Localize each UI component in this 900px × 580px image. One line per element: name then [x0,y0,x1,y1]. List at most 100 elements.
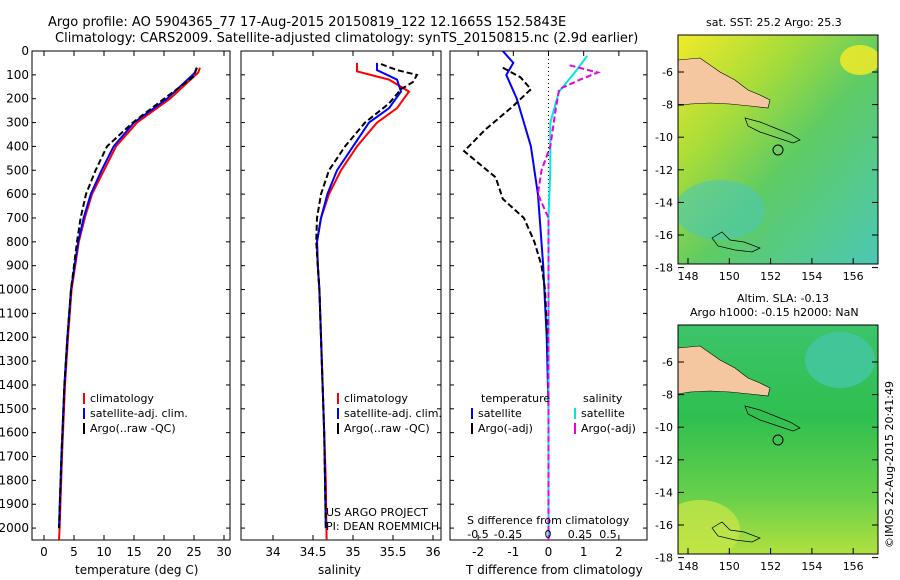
lat-tick-label: -18 [655,262,673,275]
temperature-ticks: 0 5 10 15 20 25 30 [40,51,232,559]
legend-argo: Argo(..raw -QC) [344,422,430,435]
lat-tick-label: -18 [655,552,673,565]
difference-ticks: -2 -1 0 1 2 [450,50,647,559]
y-tick-label: 1000 [0,283,29,297]
coastline-islands [744,405,801,432]
sla-cyan-patch [805,332,875,388]
sla-lon-ticks: 148 150 152 154 156 [678,548,864,573]
series-line-argo-raw-qc- [315,63,419,529]
y-tick-label: 1500 [0,402,29,416]
s-tick-label: 0.5 [599,528,617,541]
legend-satellite: satellite-adj. clim. [344,407,442,420]
lat-tick-label: -12 [655,164,673,177]
lon-tick-label: 154 [801,270,822,283]
lon-tick-label: 150 [719,560,740,573]
x-tick-label: 36 [425,545,440,559]
legend-t-satellite: satellite [478,407,522,420]
y-tick-label: 300 [6,116,29,130]
sst-cool-patch [678,180,765,240]
x-tick-label: 5 [70,545,78,559]
lat-tick-label: -14 [655,486,673,499]
lat-tick-label: -12 [655,454,673,467]
sst-map-title: sat. SST: 25.2 Argo: 25.3 [706,16,842,29]
x-tick-label: -2 [472,545,484,559]
legend-climatology: climatology [90,392,154,405]
salinity-ticks: 34 34.5 35 35.5 36 [241,50,441,559]
sst-frame [677,34,879,265]
t-difference-xlabel: T difference from climatology [465,563,643,577]
y-tick-label: 1300 [0,354,29,368]
lat-tick-label: -8 [662,389,673,402]
x-tick-label: 0 [545,545,553,559]
y-tick-label: 1700 [0,450,29,464]
x-tick-label: -1 [507,545,519,559]
temperature-legend: climatology satellite-adj. clim. Argo(..… [83,392,188,435]
figure-title-line1: Argo profile: AO 5904365_77 17-Aug-2015 … [48,15,566,30]
sla-map-title: Altim. SLA: -0.13 [737,292,829,305]
y-tick-label: 1600 [0,426,29,440]
project-annotation: US ARGO PROJECT [326,506,428,519]
lon-tick-label: 154 [801,560,822,573]
s-difference-label: S difference from climatology [467,514,630,527]
difference-lines [462,50,602,540]
sst-lat-ticks: -6 -8 -10 -12 -14 -16 -18 [655,66,878,275]
sla-map: Altim. SLA: -0.13 Argo h1000: -0.15 h200… [655,292,879,573]
temperature-panel: 0100200300400500600700800900100011001200… [0,44,232,577]
argo-float-marker [772,434,784,446]
salinity-legend: climatology satellite-adj. clim. Argo(..… [337,392,442,435]
y-tick-label: 0 [21,44,29,58]
y-tick-label: 500 [6,163,29,177]
y-tick-label: 700 [6,211,29,225]
lon-tick-label: 148 [678,560,699,573]
legend-t-argo: Argo(-adj) [478,422,533,435]
y-tick-label: 600 [6,187,29,201]
x-tick-label: 34.5 [300,545,327,559]
series-line-temperature-argo-adj- [462,66,550,540]
sla-map-subtitle: Argo h1000: -0.15 h2000: NaN [690,306,859,319]
lat-tick-label: -8 [662,99,673,112]
x-tick-label: 2 [615,545,623,559]
legend-climatology: climatology [344,392,408,405]
x-tick-label: 35 [345,545,360,559]
y-tick-label: 1400 [0,378,29,392]
pi-annotation: PI: DEAN ROEMMICH [326,520,439,533]
y-tick-label: 200 [6,92,29,106]
x-tick-label: 15 [126,545,141,559]
land-new-guinea [678,57,771,109]
series-line-salinity-satellite [547,55,589,540]
x-tick-label: 34 [265,545,280,559]
salinity-xlabel: salinity [318,563,361,577]
legend-s-argo: Argo(-adj) [581,422,636,435]
s-tick-label: -0.25 [494,528,522,541]
y-tick-label: 1900 [0,497,29,511]
lon-tick-label: 156 [843,560,864,573]
lat-tick-label: -16 [655,519,673,532]
coastline-reef [711,521,761,543]
lat-tick-label: -10 [655,131,673,144]
y-tick-label: 1100 [0,306,29,320]
coastline-reef [711,231,761,253]
legend-temperature-heading: temperature [481,392,550,405]
temperature-frame [31,50,231,541]
y-tick-label: 100 [6,68,29,82]
difference-panel: -2 -1 0 1 2 S difference from climatology -0… [449,50,648,577]
lat-tick-label: -6 [662,66,673,79]
temperature-lines [58,67,201,541]
x-tick-label: 30 [216,545,231,559]
coastline-islands [744,117,801,144]
sla-yellow-patch [678,500,740,554]
x-tick-label: 20 [156,545,171,559]
y-tick-label: 1800 [0,473,29,487]
salinity-frame [240,50,442,541]
salinity-lines [315,62,419,541]
y-tick-label: 400 [6,139,29,153]
y-tick-label: 2000 [0,521,29,535]
lon-tick-label: 156 [843,270,864,283]
depth-ticks: 0 100 200 300 400 500 600 700 800 900 1000 1100 1200… [0,44,230,535]
x-tick-label: 0 [40,545,48,559]
s-tick-label: 0 [545,528,552,541]
series-line-satellite-adj-clim- [315,62,403,529]
s-difference-ticklabels: -0.5 -0.25 0 0.25 0.5 [467,528,616,541]
temperature-xlabel: temperature (deg C) [75,563,198,577]
